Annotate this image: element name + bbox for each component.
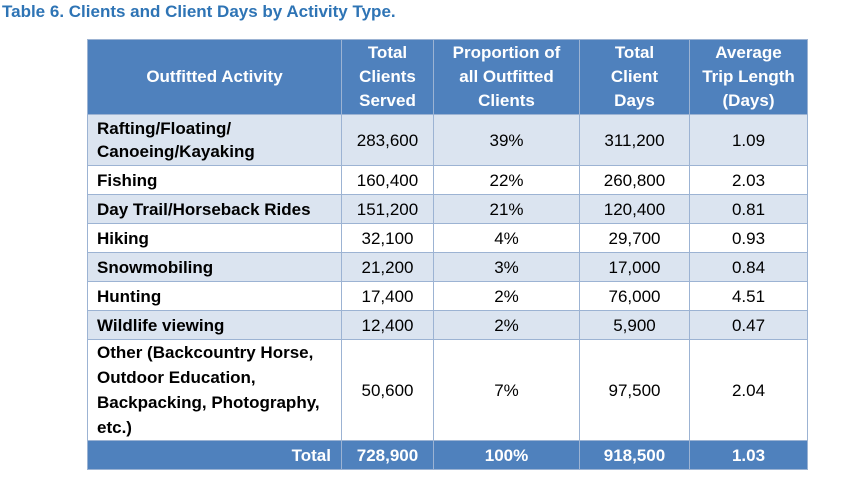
- proportion-cell: 21%: [433, 194, 580, 224]
- table-row: Hunting 17,400 2% 76,000 4.51: [87, 281, 808, 311]
- clients-cell: 283,600: [341, 114, 434, 166]
- avg-cell: 2.03: [689, 165, 808, 195]
- activity-line: etc.): [97, 418, 132, 437]
- activity-cell: Day Trail/Horseback Rides: [87, 194, 342, 224]
- header-line: Days: [614, 91, 655, 110]
- table-row: Hiking 32,100 4% 29,700 0.93: [87, 223, 808, 253]
- days-cell: 120,400: [579, 194, 690, 224]
- activity-cell: Hiking: [87, 223, 342, 253]
- header-row: Outfitted Activity Total Clients Served …: [87, 39, 808, 115]
- header-proportion: Proportion of all Outfitted Clients: [433, 39, 580, 115]
- total-row: Total 728,900 100% 918,500 1.03: [87, 440, 808, 470]
- clients-cell: 151,200: [341, 194, 434, 224]
- header-line: Clients: [478, 91, 535, 110]
- days-cell: 97,500: [579, 339, 690, 441]
- proportion-cell: 39%: [433, 114, 580, 166]
- activity-cell: Hunting: [87, 281, 342, 311]
- clients-cell: 160,400: [341, 165, 434, 195]
- total-avg: 1.03: [689, 440, 808, 470]
- avg-cell: 0.93: [689, 223, 808, 253]
- avg-cell: 0.47: [689, 310, 808, 340]
- header-activity: Outfitted Activity: [87, 39, 342, 115]
- activity-line: Outdoor Education,: [97, 368, 256, 387]
- total-days: 918,500: [579, 440, 690, 470]
- header-line: Proportion of: [452, 43, 561, 62]
- header-line: (Days): [722, 91, 775, 110]
- table-caption: Table 6. Clients and Client Days by Acti…: [2, 2, 396, 21]
- header-line: Clients: [359, 67, 416, 86]
- total-label: Total: [87, 440, 342, 470]
- days-cell: 17,000: [579, 252, 690, 282]
- clients-cell: 17,400: [341, 281, 434, 311]
- total-proportion: 100%: [433, 440, 580, 470]
- table-row: Other (Backcountry Horse, Outdoor Educat…: [87, 339, 808, 441]
- activity-cell: Fishing: [87, 165, 342, 195]
- header-line: Trip Length: [702, 67, 795, 86]
- header-line: Total: [367, 43, 408, 62]
- activity-cell: Wildlife viewing: [87, 310, 342, 340]
- header-line: Total: [614, 43, 655, 62]
- avg-cell: 0.84: [689, 252, 808, 282]
- avg-cell: 4.51: [689, 281, 808, 311]
- activity-cell: Other (Backcountry Horse, Outdoor Educat…: [87, 339, 342, 441]
- avg-cell: 0.81: [689, 194, 808, 224]
- header-line: Client: [610, 67, 659, 86]
- header-line: Served: [359, 91, 416, 110]
- days-cell: 76,000: [579, 281, 690, 311]
- activity-table: Outfitted Activity Total Clients Served …: [87, 39, 808, 470]
- header-clients-served: Total Clients Served: [341, 39, 434, 115]
- avg-cell: 1.09: [689, 114, 808, 166]
- days-cell: 311,200: [579, 114, 690, 166]
- proportion-cell: 7%: [433, 339, 580, 441]
- clients-cell: 50,600: [341, 339, 434, 441]
- activity-cell: Snowmobiling: [87, 252, 342, 282]
- table-row: Snowmobiling 21,200 3% 17,000 0.84: [87, 252, 808, 282]
- activity-line: Backpacking, Photography,: [97, 393, 320, 412]
- proportion-cell: 4%: [433, 223, 580, 253]
- days-cell: 5,900: [579, 310, 690, 340]
- proportion-cell: 22%: [433, 165, 580, 195]
- clients-cell: 32,100: [341, 223, 434, 253]
- proportion-cell: 2%: [433, 310, 580, 340]
- days-cell: 29,700: [579, 223, 690, 253]
- clients-cell: 21,200: [341, 252, 434, 282]
- header-line: Average: [715, 43, 782, 62]
- header-client-days: Total Client Days: [579, 39, 690, 115]
- table-row: Wildlife viewing 12,400 2% 5,900 0.47: [87, 310, 808, 340]
- table-row: Day Trail/Horseback Rides 151,200 21% 12…: [87, 194, 808, 224]
- activity-cell: Rafting/Floating/ Canoeing/Kayaking: [87, 114, 342, 166]
- activity-line: Rafting/Floating/: [97, 119, 232, 138]
- avg-cell: 2.04: [689, 339, 808, 441]
- table-row: Fishing 160,400 22% 260,800 2.03: [87, 165, 808, 195]
- activity-line: Canoeing/Kayaking: [97, 142, 255, 161]
- days-cell: 260,800: [579, 165, 690, 195]
- total-clients: 728,900: [341, 440, 434, 470]
- proportion-cell: 3%: [433, 252, 580, 282]
- activity-line: Other (Backcountry Horse,: [97, 343, 314, 362]
- clients-cell: 12,400: [341, 310, 434, 340]
- header-avg-trip: Average Trip Length (Days): [689, 39, 808, 115]
- proportion-cell: 2%: [433, 281, 580, 311]
- header-line: all Outfitted: [459, 67, 554, 86]
- table-row: Rafting/Floating/ Canoeing/Kayaking 283,…: [87, 114, 808, 166]
